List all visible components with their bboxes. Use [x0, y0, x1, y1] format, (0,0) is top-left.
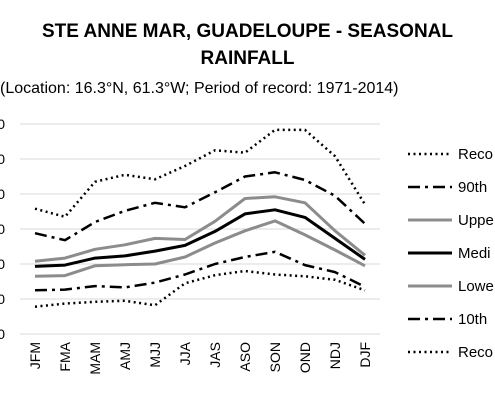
series-line [34, 219, 366, 278]
series-line [34, 208, 366, 268]
legend: Reco 90th Uppe Medi Lowe 10th Reco [408, 146, 494, 361]
y-tick-label: 0 [0, 151, 5, 167]
y-axis: 0 0 0 0 0 0 0 [0, 116, 5, 342]
series-line [34, 128, 367, 219]
legend-label: Lowe [458, 278, 494, 295]
x-tick-label: JAS [207, 342, 223, 368]
x-tick-label: FMA [57, 341, 73, 371]
x-tick-label: NDJ [327, 342, 343, 369]
series-line [34, 269, 366, 308]
x-tick-label: AMJ [117, 342, 133, 370]
y-tick-label: 0 [0, 116, 5, 132]
series-line [34, 171, 366, 242]
legend-label: Medi [458, 245, 491, 262]
x-tick-label: DJF [357, 342, 373, 368]
x-axis: JFM FMA MAM AMJ MJJ JJA JAS ASO SON OND NDJ DJF [27, 341, 373, 374]
x-tick-label: OND [297, 342, 313, 373]
x-tick-label: SON [267, 342, 283, 372]
series-line [34, 250, 366, 292]
series-lines [34, 128, 367, 308]
chart-title-line1: STE ANNE MAR, GUADELOUPE - SEASONAL [42, 21, 453, 42]
x-tick-label: MJJ [147, 342, 163, 368]
legend-label: 90th [458, 179, 487, 196]
x-tick-label: JFM [27, 342, 43, 369]
chart-title-line2: RAINFALL [200, 48, 295, 69]
y-tick-label: 0 [0, 256, 5, 272]
chart-title: STE ANNE MAR, GUADELOUPE - SEASONAL RAIN… [0, 18, 495, 72]
chart-subtitle: (Location: 16.3°N, 61.3°W; Period of rec… [0, 80, 399, 97]
x-tick-label: MAM [87, 342, 103, 375]
y-tick-label: 0 [0, 186, 5, 202]
legend-label: Reco [458, 344, 493, 361]
y-tick-label: 0 [0, 291, 5, 307]
legend-label: Uppe [458, 212, 494, 229]
legend-label: Reco [458, 146, 493, 163]
x-tick-label: JJA [177, 341, 193, 365]
series-line [34, 195, 366, 263]
y-tick-label: 0 [0, 326, 5, 342]
x-tick-label: ASO [237, 342, 253, 372]
y-tick-label: 0 [0, 221, 5, 237]
legend-label: 10th [458, 311, 487, 328]
